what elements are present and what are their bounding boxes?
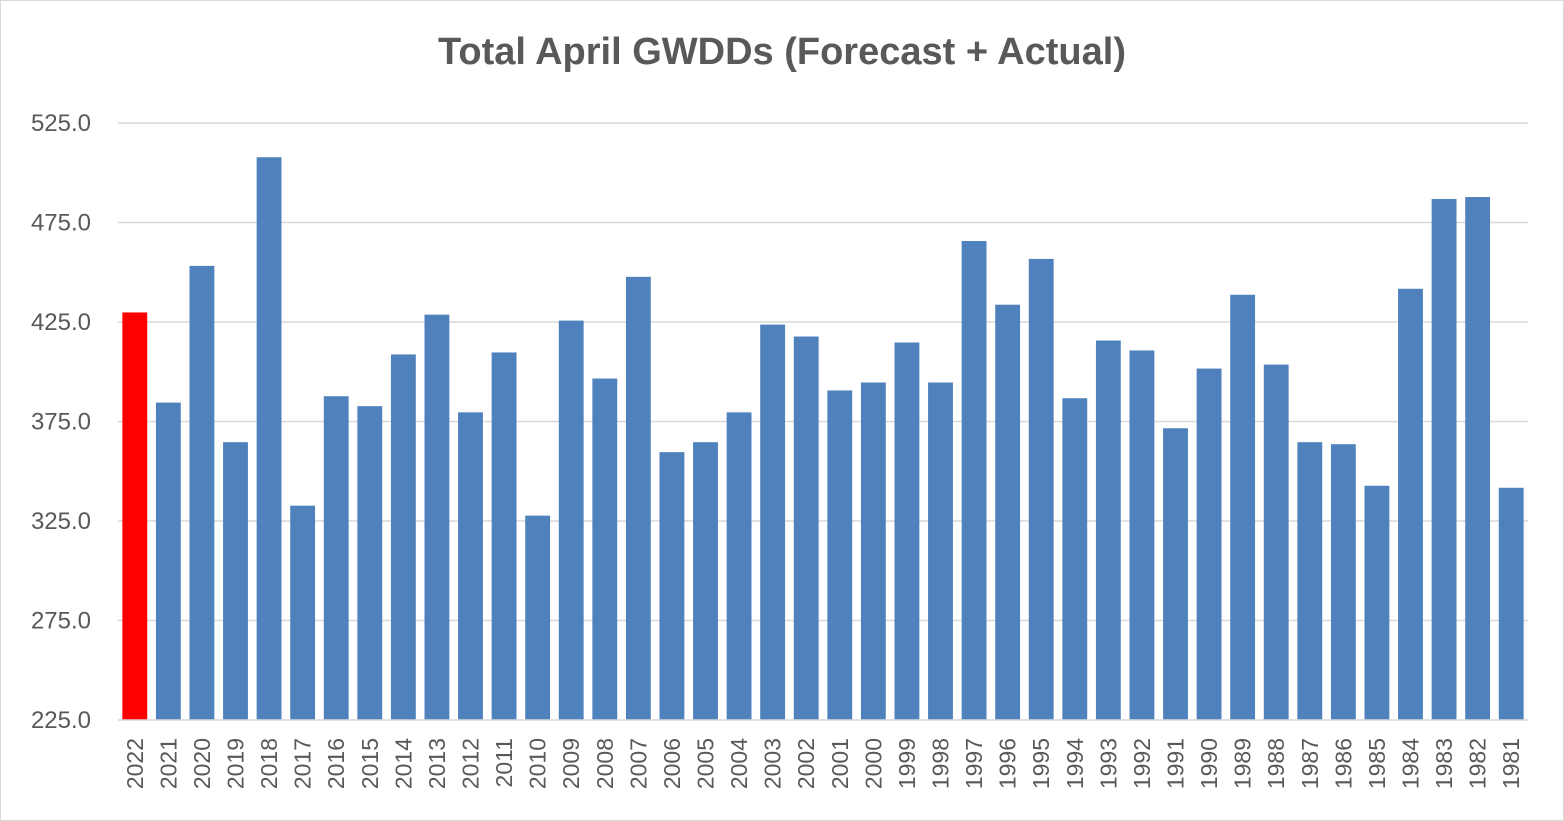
x-tick-label: 1985 [1364,738,1390,789]
bar-2016 [323,396,349,720]
y-tick-label: 325.0 [31,508,91,535]
x-tick-label: 2019 [223,738,249,789]
x-tick-label: 2002 [793,738,819,789]
x-tick-label: 1996 [995,738,1021,789]
x-tick-label: 2011 [491,738,517,787]
bar-1996 [995,304,1021,720]
x-tick-label: 2010 [525,738,551,789]
bar-1991 [1163,428,1188,720]
bar-1988 [1263,364,1289,720]
bar-1987 [1297,442,1323,720]
bar-1995 [1028,258,1054,720]
bar-1990 [1196,368,1222,720]
x-tick-label: 2006 [659,738,685,789]
bar-2007 [625,276,651,720]
bar-2011 [491,352,517,720]
bar-2022 [122,312,148,720]
x-axis-tick-labels: 2022 2021 2020 2019 2018 2017 2016 2015 2014 2013… [122,738,1524,789]
bar-2019 [223,442,248,720]
bar-2017 [290,505,316,720]
bar-1992 [1129,350,1155,720]
bar-2008 [592,378,618,720]
bar-1993 [1095,340,1121,720]
bar-2002 [793,336,819,720]
x-tick-label: 2007 [625,738,651,789]
x-tick-label: 1994 [1062,738,1088,789]
y-tick-label: 275.0 [31,608,91,635]
x-tick-label: 1999 [894,738,920,789]
bar-2009 [558,320,584,720]
bar-2000 [860,382,886,720]
x-tick-label: 1987 [1297,738,1323,789]
bar-2020 [189,265,215,720]
x-tick-label: 1992 [1129,738,1155,789]
x-tick-label: 1997 [961,738,987,789]
bar-1989 [1230,294,1256,720]
y-axis-tick-labels: 225.0 275.0 325.0 375.0 425.0 475.0 525.0 [31,110,91,734]
x-tick-label: 1986 [1330,738,1356,789]
bar-1997 [961,241,987,720]
x-tick-label: 2013 [424,738,450,789]
x-tick-label: 1995 [1028,738,1054,789]
x-tick-label: 2012 [458,738,484,789]
x-tick-label: 1984 [1398,738,1424,789]
y-tick-label: 425.0 [31,309,91,336]
chart-title: Total April GWDDs (Forecast + Actual) [438,31,1126,73]
x-tick-label: 2003 [760,738,786,789]
bar-2018 [256,157,282,720]
x-tick-label: 2022 [122,738,148,789]
x-tick-label: 1988 [1263,738,1289,789]
x-tick-label: 2000 [860,738,886,789]
bar-2003 [760,324,786,720]
bar-1984 [1398,288,1423,720]
bar-2021 [155,402,181,720]
bar-1981 [1498,487,1524,720]
bar-2014 [390,354,416,720]
bar-2015 [357,406,383,720]
x-tick-label: 1990 [1196,738,1222,789]
y-tick-label: 525.0 [31,110,91,137]
bar-1994 [1062,398,1088,720]
bar-2006 [659,452,685,720]
x-tick-label: 2004 [726,738,752,789]
x-tick-label: 1993 [1095,738,1121,789]
bar-2013 [424,314,450,720]
y-tick-label: 375.0 [31,409,91,436]
bar-2005 [693,442,718,720]
x-tick-label: 1989 [1230,738,1256,789]
x-tick-label: 1981 [1498,738,1524,789]
x-tick-label: 2015 [357,738,383,789]
gridlines [118,122,1528,622]
y-tick-label: 475.0 [31,210,91,237]
x-tick-label: 2016 [323,738,349,789]
x-tick-label: 2018 [256,738,282,789]
bar-1999 [894,342,920,720]
bars [122,157,1524,720]
bar-1983 [1431,199,1457,720]
bar-2004 [726,412,752,720]
x-tick-label: 2005 [693,738,719,789]
x-tick-label: 2017 [290,738,316,789]
x-tick-label: 1982 [1465,738,1491,789]
x-tick-label: 1998 [928,738,954,789]
x-tick-label: 2020 [189,738,215,789]
x-tick-label: 1983 [1431,738,1457,789]
bar-1986 [1330,444,1356,720]
x-tick-label: 2008 [592,738,618,789]
x-tick-label: 2001 [827,738,853,789]
y-tick-label: 225.0 [31,707,91,734]
x-tick-label: 2014 [390,738,416,789]
bar-1998 [928,382,953,720]
bar-2001 [827,390,853,720]
bar-2012 [458,412,483,720]
x-tick-label: 2009 [558,738,584,789]
x-tick-label: 2021 [155,738,181,789]
x-tick-label: 1991 [1163,738,1189,789]
bar-1985 [1364,485,1390,720]
bar-2010 [525,515,551,720]
bar-1982 [1465,197,1491,720]
